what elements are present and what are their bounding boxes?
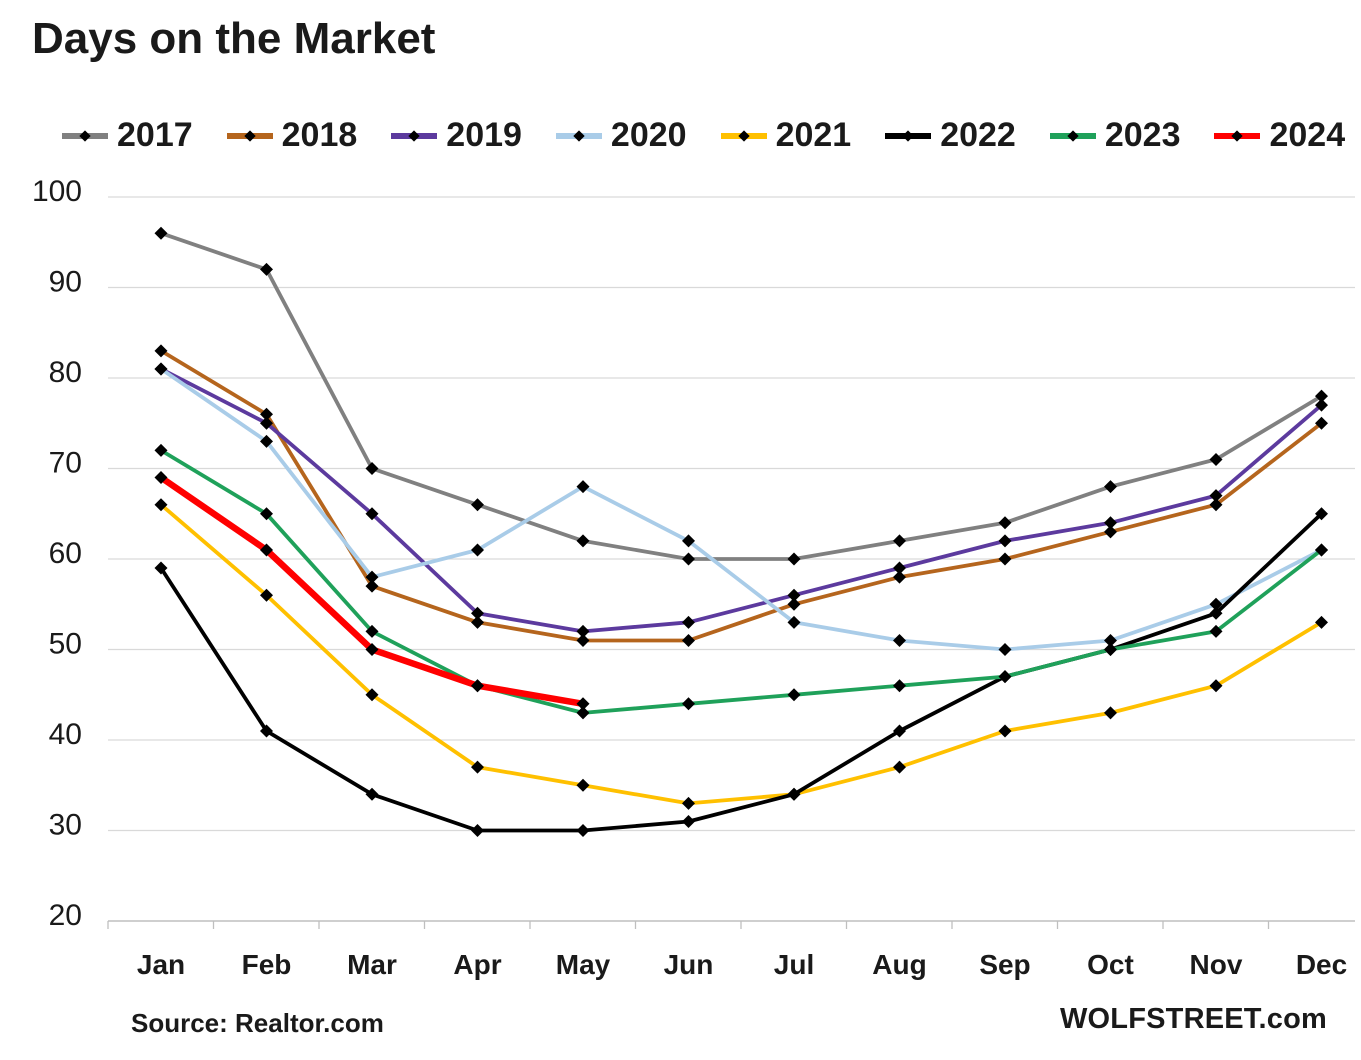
svg-text:30: 30 bbox=[49, 809, 82, 842]
svg-text:May: May bbox=[556, 949, 611, 980]
svg-text:80: 80 bbox=[49, 356, 82, 389]
svg-text:100: 100 bbox=[32, 175, 82, 208]
svg-text:50: 50 bbox=[49, 628, 82, 661]
svg-text:Feb: Feb bbox=[242, 949, 292, 980]
svg-text:90: 90 bbox=[49, 266, 82, 299]
svg-text:Jul: Jul bbox=[774, 949, 814, 980]
svg-text:Mar: Mar bbox=[347, 949, 397, 980]
svg-text:Dec: Dec bbox=[1296, 949, 1347, 980]
svg-text:Sep: Sep bbox=[979, 949, 1030, 980]
svg-text:60: 60 bbox=[49, 537, 82, 570]
svg-text:70: 70 bbox=[49, 447, 82, 480]
svg-text:40: 40 bbox=[49, 718, 82, 751]
svg-text:Nov: Nov bbox=[1190, 949, 1243, 980]
svg-text:Aug: Aug bbox=[872, 949, 926, 980]
svg-text:Jan: Jan bbox=[137, 949, 185, 980]
svg-text:20: 20 bbox=[49, 899, 82, 932]
svg-text:Jun: Jun bbox=[664, 949, 714, 980]
svg-text:Oct: Oct bbox=[1087, 949, 1134, 980]
svg-text:Apr: Apr bbox=[453, 949, 501, 980]
